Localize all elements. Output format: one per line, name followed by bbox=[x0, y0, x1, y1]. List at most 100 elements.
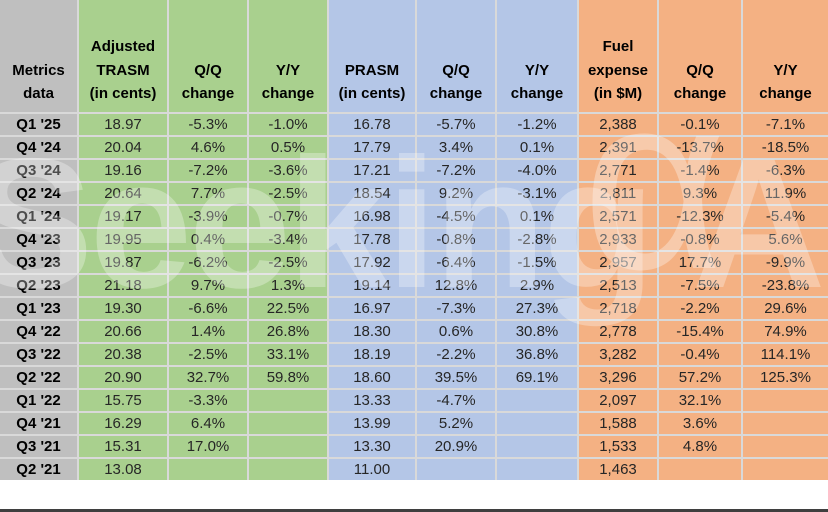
column-header-label: Metrics data bbox=[0, 0, 79, 114]
column-header-fuel_qq: Q/Q change bbox=[657, 0, 743, 114]
cell-prasm: 17.21 bbox=[327, 158, 417, 183]
cell-trasm_qq: 4.6% bbox=[167, 135, 249, 160]
row-label: Q1 '23 bbox=[0, 296, 79, 321]
cell-fuel: 2,571 bbox=[577, 204, 659, 229]
row-label: Q3 '21 bbox=[0, 434, 79, 459]
cell-trasm_yy bbox=[247, 457, 329, 481]
row-label: Q2 '22 bbox=[0, 365, 79, 390]
cell-fuel_yy: 74.9% bbox=[741, 319, 828, 344]
cell-prasm_qq: 9.2% bbox=[415, 181, 497, 206]
cell-trasm_qq: 0.4% bbox=[167, 227, 249, 252]
cell-fuel: 2,778 bbox=[577, 319, 659, 344]
cell-trasm: 16.29 bbox=[77, 411, 169, 436]
cell-fuel_yy: -5.4% bbox=[741, 204, 828, 229]
cell-trasm: 18.97 bbox=[77, 112, 169, 137]
table-row: Q2 '24 20.64 7.7% -2.5% 18.54 9.2% -3.1% 2,811 9… bbox=[0, 181, 828, 206]
cell-trasm_qq: -2.5% bbox=[167, 342, 249, 367]
cell-trasm_qq: -6.6% bbox=[167, 296, 249, 321]
cell-prasm_qq: -7.2% bbox=[415, 158, 497, 183]
cell-trasm_qq bbox=[167, 457, 249, 481]
table-row: Q3 '23 19.87 -6.2% -2.5% 17.92 -6.4% -1.5% 2,95… bbox=[0, 250, 828, 275]
cell-prasm_qq: -2.2% bbox=[415, 342, 497, 367]
cell-trasm: 20.64 bbox=[77, 181, 169, 206]
row-label: Q4 '21 bbox=[0, 411, 79, 436]
row-label: Q1 '24 bbox=[0, 204, 79, 229]
cell-fuel: 1,533 bbox=[577, 434, 659, 459]
cell-prasm_qq: 20.9% bbox=[415, 434, 497, 459]
table-row: Q1 '22 15.75 -3.3% 13.33 -4.7% 2,097 32.1% bbox=[0, 388, 828, 413]
cell-trasm_yy: -3.4% bbox=[247, 227, 329, 252]
cell-prasm: 18.60 bbox=[327, 365, 417, 390]
table-row: Q1 '25 18.97 -5.3% -1.0% 16.78 -5.7% -1.2% 2,38… bbox=[0, 112, 828, 137]
cell-fuel_yy: -6.3% bbox=[741, 158, 828, 183]
table-row: Q1 '23 19.30 -6.6% 22.5% 16.97 -7.3% 27.3% 2,71… bbox=[0, 296, 828, 321]
cell-fuel_yy bbox=[741, 411, 828, 436]
column-header-trasm_yy: Y/Y change bbox=[247, 0, 329, 114]
cell-fuel_yy: 29.6% bbox=[741, 296, 828, 321]
cell-prasm: 18.54 bbox=[327, 181, 417, 206]
cell-fuel_yy: 11.9% bbox=[741, 181, 828, 206]
quarterly-metrics-table: Metrics data Adjusted TRASM (in cents) Q/Q… bbox=[0, 0, 828, 481]
cell-fuel_qq: -0.8% bbox=[657, 227, 743, 252]
cell-trasm_qq: 9.7% bbox=[167, 273, 249, 298]
table-row: Q2 '21 13.08 11.00 1,463 bbox=[0, 457, 828, 481]
cell-prasm_yy: 2.9% bbox=[495, 273, 579, 298]
cell-prasm_qq: -4.7% bbox=[415, 388, 497, 413]
cell-fuel_qq bbox=[657, 457, 743, 481]
cell-prasm_yy: -2.8% bbox=[495, 227, 579, 252]
table-row: Q3 '21 15.31 17.0% 13.30 20.9% 1,533 4.8% bbox=[0, 434, 828, 459]
cell-prasm: 13.30 bbox=[327, 434, 417, 459]
cell-prasm: 11.00 bbox=[327, 457, 417, 481]
cell-trasm_qq: 17.0% bbox=[167, 434, 249, 459]
table-row: Q4 '22 20.66 1.4% 26.8% 18.30 0.6% 30.8% 2,778-… bbox=[0, 319, 828, 344]
cell-trasm_qq: -3.3% bbox=[167, 388, 249, 413]
cell-trasm_qq: -3.9% bbox=[167, 204, 249, 229]
cell-trasm_yy bbox=[247, 434, 329, 459]
cell-fuel_yy bbox=[741, 388, 828, 413]
cell-trasm_yy: -1.0% bbox=[247, 112, 329, 137]
cell-fuel: 2,097 bbox=[577, 388, 659, 413]
column-header-trasm_qq: Q/Q change bbox=[167, 0, 249, 114]
table-row: Q3 '24 19.16 -7.2% -3.6% 17.21 -7.2% -4.0% 2,77… bbox=[0, 158, 828, 183]
cell-trasm_yy bbox=[247, 388, 329, 413]
cell-prasm: 18.30 bbox=[327, 319, 417, 344]
cell-trasm: 20.38 bbox=[77, 342, 169, 367]
cell-fuel: 2,771 bbox=[577, 158, 659, 183]
column-header-prasm: PRASM (in cents) bbox=[327, 0, 417, 114]
cell-prasm_yy: 27.3% bbox=[495, 296, 579, 321]
table-row: Q4 '21 16.29 6.4% 13.99 5.2% 1,588 3.6% bbox=[0, 411, 828, 436]
row-label: Q3 '23 bbox=[0, 250, 79, 275]
cell-prasm_yy bbox=[495, 434, 579, 459]
row-label: Q3 '24 bbox=[0, 158, 79, 183]
cell-prasm_qq: 0.6% bbox=[415, 319, 497, 344]
cell-prasm: 16.98 bbox=[327, 204, 417, 229]
cell-prasm_qq: 12.8% bbox=[415, 273, 497, 298]
table-row: Q1 '24 19.17 -3.9% -0.7% 16.98 -4.5% 0.1% 2,571… bbox=[0, 204, 828, 229]
cell-trasm_qq: 7.7% bbox=[167, 181, 249, 206]
table-row: Q4 '24 20.04 4.6% 0.5% 17.79 3.4% 0.1% 2,391 -13… bbox=[0, 135, 828, 160]
cell-fuel_qq: 9.3% bbox=[657, 181, 743, 206]
cell-prasm: 13.33 bbox=[327, 388, 417, 413]
cell-prasm: 17.78 bbox=[327, 227, 417, 252]
cell-prasm_yy: 69.1% bbox=[495, 365, 579, 390]
cell-fuel_qq: -13.7% bbox=[657, 135, 743, 160]
cell-fuel: 2,933 bbox=[577, 227, 659, 252]
cell-prasm: 16.78 bbox=[327, 112, 417, 137]
cell-prasm_yy: 0.1% bbox=[495, 135, 579, 160]
row-label: Q1 '25 bbox=[0, 112, 79, 137]
cell-fuel: 1,588 bbox=[577, 411, 659, 436]
cell-fuel: 3,296 bbox=[577, 365, 659, 390]
cell-prasm_qq bbox=[415, 457, 497, 481]
cell-fuel: 2,388 bbox=[577, 112, 659, 137]
cell-fuel_yy: -7.1% bbox=[741, 112, 828, 137]
cell-trasm_yy: -2.5% bbox=[247, 181, 329, 206]
cell-trasm: 21.18 bbox=[77, 273, 169, 298]
cell-prasm_qq: 3.4% bbox=[415, 135, 497, 160]
cell-fuel_qq: -0.1% bbox=[657, 112, 743, 137]
cell-fuel_qq: -2.2% bbox=[657, 296, 743, 321]
cell-prasm: 18.19 bbox=[327, 342, 417, 367]
cell-trasm: 15.31 bbox=[77, 434, 169, 459]
cell-trasm: 13.08 bbox=[77, 457, 169, 481]
cell-fuel_yy: -23.8% bbox=[741, 273, 828, 298]
cell-trasm: 19.17 bbox=[77, 204, 169, 229]
